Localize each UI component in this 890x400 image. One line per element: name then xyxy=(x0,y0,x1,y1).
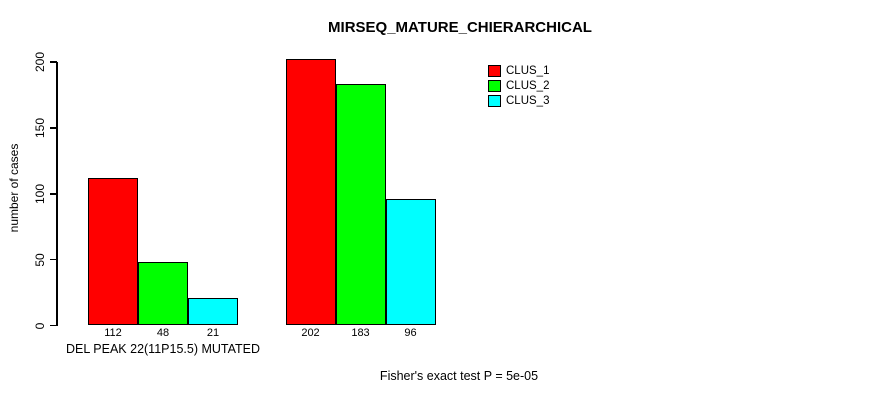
x-group-label: DEL PEAK 22(11P15.5) MUTATED xyxy=(65,342,261,356)
y-axis-tick xyxy=(50,324,57,327)
y-tick-label: 150 xyxy=(33,117,47,138)
legend-label-clus_1: CLUS_1 xyxy=(506,64,550,77)
bar-value-label: 112 xyxy=(104,327,122,339)
bar-clus_2-group2 xyxy=(335,84,386,326)
y-axis-tick xyxy=(50,258,57,261)
bar-value-label: 96 xyxy=(404,327,417,339)
y-tick-label: 100 xyxy=(33,183,47,204)
y-tick-label: 50 xyxy=(33,252,47,267)
bar-value-label: 21 xyxy=(206,327,220,339)
caption-fishers-test: Fisher's exact test P = 5e-05 xyxy=(379,369,539,383)
y-axis-label: number of cases xyxy=(7,143,21,233)
y-tick-label: 200 xyxy=(33,51,47,73)
bar-clus_1-group1 xyxy=(88,177,138,326)
legend-label-clus_3: CLUS_3 xyxy=(506,94,550,107)
bar-value-label: 183 xyxy=(351,327,370,339)
legend-swatch-clus_3 xyxy=(488,94,501,107)
bar-value-label: 202 xyxy=(301,327,320,339)
y-axis-tick xyxy=(50,61,57,63)
bar-clus_3-group1 xyxy=(188,297,238,326)
legend-swatch-clus_1 xyxy=(488,64,501,77)
bar-clus_3-group2 xyxy=(385,199,436,326)
y-axis-tick xyxy=(50,193,57,195)
legend-label-clus_2: CLUS_2 xyxy=(506,79,550,92)
chart-title: MIRSEQ_MATURE_CHIERARCHICAL xyxy=(328,19,592,36)
bar-clus_1-group2 xyxy=(285,59,336,326)
y-axis-tick xyxy=(50,127,57,129)
bar-value-label: 48 xyxy=(156,327,170,339)
y-tick-label: 0 xyxy=(33,322,47,329)
legend-swatch-clus_2 xyxy=(488,79,501,92)
bar-clus_2-group1 xyxy=(138,262,188,326)
